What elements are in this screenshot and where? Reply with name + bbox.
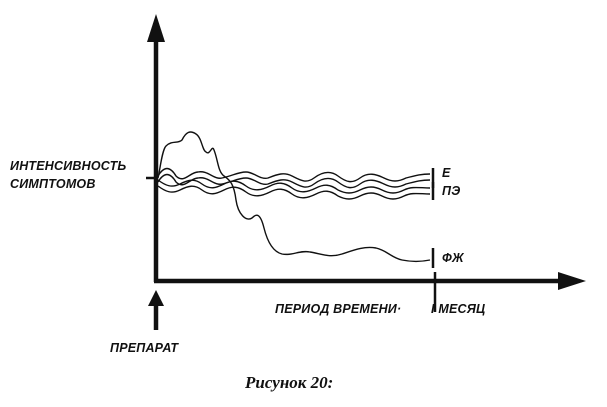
series-fzh	[157, 131, 435, 268]
series-e-outline	[157, 167, 431, 183]
series-pe-label: ПЭ	[442, 184, 460, 198]
figure-caption: Рисунок 20:	[244, 373, 333, 392]
series-fzh-line	[157, 131, 431, 263]
drug-start-label: ПРЕПАРАТ	[110, 341, 179, 355]
x-axis-end-label: I МЕСЯЦ	[431, 302, 485, 316]
x-axis-arrow	[558, 272, 586, 290]
series-pe-outline-2	[157, 185, 431, 200]
x-axis-label: ПЕРИОД ВРЕМЕНИ·	[275, 302, 401, 316]
y-axis-label-line2: СИМПТОМОВ	[10, 177, 96, 191]
series-pe	[157, 179, 435, 200]
series-e-label: Е	[442, 166, 451, 180]
y-axis-label-line1: ИНТЕНСИВНОСТЬ	[10, 159, 126, 173]
y-axis-arrow	[147, 14, 165, 42]
series-e-outline-2	[157, 173, 431, 189]
series-fzh-label: ФЖ	[442, 251, 465, 265]
drug-marker-arrow-head	[148, 290, 164, 306]
series-pe-outline	[157, 179, 431, 194]
series-e	[157, 167, 435, 189]
